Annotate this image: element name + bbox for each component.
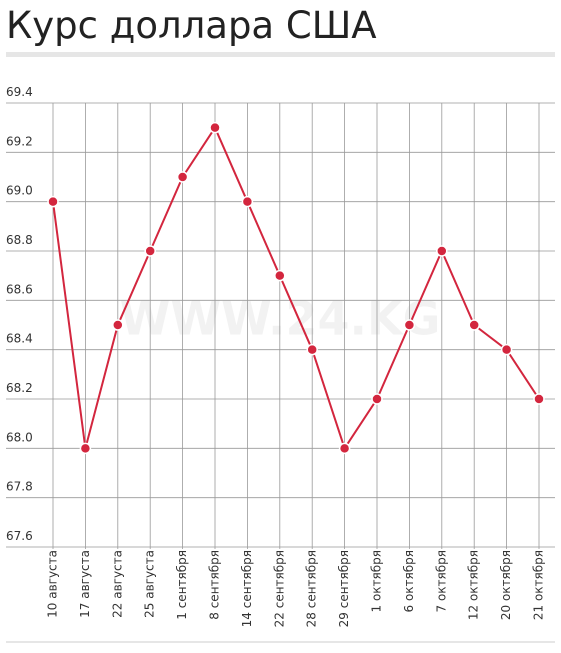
x-tick-label: 28 сентября <box>305 550 319 627</box>
x-tick-label: 1 октября <box>370 550 384 612</box>
x-tick-label: 1 сентября <box>175 550 189 620</box>
data-point <box>144 245 156 257</box>
x-tick-label: 25 августа <box>143 550 157 618</box>
x-tick-label: 6 октября <box>402 550 416 612</box>
data-point <box>403 319 416 331</box>
y-tick-label: 68.6 <box>6 282 33 296</box>
x-tick-label: 8 сентября <box>208 550 222 620</box>
y-tick-label: 67.8 <box>6 480 33 494</box>
title-rule <box>6 52 555 57</box>
data-point <box>338 442 351 455</box>
data-point <box>468 319 480 331</box>
data-point <box>47 195 59 208</box>
data-point <box>533 393 545 405</box>
x-tick-label: 17 августа <box>78 550 92 618</box>
data-point <box>79 442 92 455</box>
data-point <box>500 343 513 356</box>
data-point <box>112 319 124 331</box>
x-tick-label: 10 августа <box>46 550 60 618</box>
data-point <box>306 343 318 356</box>
y-tick-label: 69.0 <box>6 184 33 198</box>
y-tick-label: 68.0 <box>6 430 33 444</box>
x-tick-label: 14 сентября <box>240 550 254 627</box>
y-tick-label: 69.2 <box>6 134 33 148</box>
data-point <box>371 393 383 405</box>
data-point <box>176 171 189 183</box>
x-tick-label: 22 сентября <box>272 550 286 627</box>
data-point <box>274 269 286 282</box>
x-tick-label: 21 октября <box>532 550 546 620</box>
series-line <box>52 125 540 451</box>
x-tick-label: 20 октября <box>499 550 513 620</box>
bottom-rule <box>6 641 555 643</box>
x-tick-label: 29 сентября <box>337 550 351 627</box>
data-point <box>241 195 254 208</box>
y-tick-label: 68.8 <box>6 233 33 247</box>
x-tick-label: 7 октября <box>434 550 448 612</box>
chart-title: Курс доллара США <box>6 4 377 47</box>
data-point <box>209 121 221 134</box>
y-tick-label: 69.4 <box>6 85 33 99</box>
x-tick-label: 12 октября <box>467 550 481 620</box>
data-point <box>436 245 448 257</box>
y-tick-label: 67.6 <box>6 529 33 543</box>
x-tick-label: 22 августа <box>110 550 124 618</box>
y-tick-label: 68.2 <box>6 381 33 395</box>
y-tick-label: 68.4 <box>6 332 33 346</box>
